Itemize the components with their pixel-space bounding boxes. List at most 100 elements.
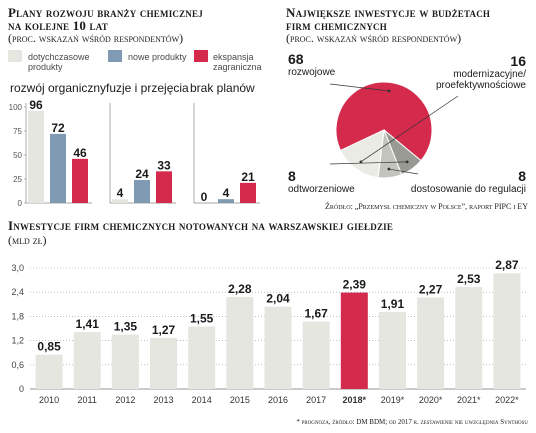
pie-value-replacement: 8 bbox=[288, 168, 296, 184]
x-tick-label: 2022* bbox=[495, 395, 519, 405]
bar-value-label: 1,91 bbox=[381, 297, 405, 311]
bar-value-label: 46 bbox=[73, 146, 87, 160]
legend-label-expansion-2: zagraniczna bbox=[213, 62, 262, 72]
y-tick-label: 100 bbox=[9, 103, 23, 112]
y-tick-label: 2,4 bbox=[11, 287, 24, 297]
invest-subtitle: (proc. wskazań wśród respondentów) bbox=[286, 31, 462, 45]
legend-swatch-existing bbox=[8, 50, 22, 62]
subchart-title-mergers: fuzje i przejęcia bbox=[106, 81, 189, 95]
x-tick-label: 2019* bbox=[381, 395, 405, 405]
x-tick-label: 2017 bbox=[306, 395, 326, 405]
bar-organic-2 bbox=[72, 158, 88, 203]
bar-value-label: 96 bbox=[29, 98, 43, 112]
bar-value-label: 2,27 bbox=[419, 282, 443, 296]
legend-swatch-expansion bbox=[194, 50, 208, 62]
bar-value-label: 2,87 bbox=[495, 258, 519, 272]
bar-value-label: 33 bbox=[157, 158, 171, 172]
bar-value-label: 4 bbox=[117, 186, 124, 200]
listed-footnote: * prognoza, źródło: DM BDM; od 2017 r. z… bbox=[296, 418, 528, 426]
y-tick-label: 0,6 bbox=[11, 360, 24, 370]
subchart-title-organic: rozwój organiczny bbox=[10, 81, 106, 95]
y-tick-label: 25 bbox=[13, 175, 22, 184]
bar-2012 bbox=[111, 334, 139, 389]
bar-2021 bbox=[455, 286, 483, 389]
bar-value-label: 1,27 bbox=[152, 323, 176, 337]
investment-pie-chart bbox=[329, 81, 459, 179]
x-tick-label: 2011 bbox=[78, 395, 97, 405]
bar-value-label: 2,28 bbox=[228, 282, 252, 296]
pie-leader-dot bbox=[387, 89, 391, 93]
bar-value-label: 2,04 bbox=[266, 292, 290, 306]
pie-leader-line bbox=[329, 161, 408, 165]
x-tick-label: 2015 bbox=[230, 395, 250, 405]
bar-value-label: 24 bbox=[135, 167, 149, 181]
bar-value-label: 1,55 bbox=[190, 311, 214, 325]
legend-label-new: nowe produkty bbox=[128, 52, 187, 62]
pie-leader-dot bbox=[359, 160, 363, 164]
pie-slice-1 bbox=[339, 129, 385, 179]
pie-label-regulation: dostosowanie do regulacji bbox=[410, 184, 526, 195]
pie-leader-line bbox=[388, 168, 419, 175]
bar-2022 bbox=[493, 273, 521, 389]
x-tick-label: 2012 bbox=[115, 395, 135, 405]
bar-2017 bbox=[302, 321, 330, 389]
bar-2016 bbox=[264, 306, 292, 389]
pie-value-development: 68 bbox=[288, 51, 304, 67]
invest-title-line1: Największe inwestycje w budżetach bbox=[286, 5, 491, 20]
x-tick-label: 2021* bbox=[457, 395, 481, 405]
x-tick-label: 2010 bbox=[39, 395, 59, 405]
x-tick-label: 2018* bbox=[343, 395, 367, 405]
bar-2011 bbox=[73, 332, 101, 389]
y-tick-label: 0 bbox=[18, 199, 23, 208]
pie-value-modernization: 16 bbox=[510, 53, 526, 69]
invest-title-line2: firm chemicznych bbox=[286, 18, 387, 33]
bar-value-label: 1,41 bbox=[76, 317, 100, 331]
listed-title: Inwestycje firm chemicznych notowanych n… bbox=[8, 218, 394, 233]
bar-2010 bbox=[35, 354, 63, 389]
legend-label-existing-1: dotychczasowe bbox=[28, 52, 90, 62]
bar-2020 bbox=[417, 297, 445, 389]
y-tick-label: 1,2 bbox=[11, 336, 24, 346]
invest-source: Źródło: „Przemysł chemiczny w Polsce”, r… bbox=[325, 202, 528, 211]
bar-value-label: 0 bbox=[201, 190, 208, 204]
bar-value-label: 2,53 bbox=[457, 272, 481, 286]
pie-leader-dot bbox=[387, 167, 391, 171]
bar-organic-1 bbox=[50, 133, 66, 203]
x-tick-label: 2014 bbox=[192, 395, 212, 405]
legend-label-expansion-1: ekspansja bbox=[213, 52, 254, 62]
pie-label-development: rozwojowe bbox=[288, 67, 336, 78]
plans-title-line1: Plany rozwoju branży chemicznej bbox=[8, 5, 203, 20]
pie-leader-line bbox=[360, 95, 459, 163]
pie-leader-line bbox=[329, 83, 389, 92]
x-tick-label: 2020* bbox=[419, 395, 443, 405]
listed-subtitle: (mld zł) bbox=[8, 233, 47, 247]
bar-2014 bbox=[188, 326, 216, 389]
bar-value-label: 4 bbox=[223, 186, 230, 200]
plans-subtitle: (proc. wskazań wśród respondentów) bbox=[8, 31, 184, 45]
bar-no-plans-2 bbox=[240, 182, 256, 203]
bar-2018 bbox=[340, 292, 368, 389]
bar-2019 bbox=[378, 311, 406, 389]
plans-bar-charts: rozwój organiczny 0 25 50 75 100 96 72 46 fuzje i… bbox=[9, 81, 260, 208]
bar-value-label: 2,39 bbox=[343, 278, 367, 292]
pie-label-replacement: odtworzeniowe bbox=[288, 184, 355, 195]
bar-value-label: 1,35 bbox=[114, 320, 138, 334]
bar-value-label: 72 bbox=[51, 121, 65, 135]
bar-mergers-2 bbox=[156, 171, 172, 203]
bar-no-plans-1 bbox=[218, 199, 234, 203]
bar-mergers-1 bbox=[134, 179, 150, 203]
legend-swatch-new bbox=[108, 50, 122, 62]
x-tick-label: 2016 bbox=[268, 395, 288, 405]
pie-value-regulation: 8 bbox=[518, 168, 526, 184]
bar-value-label: 21 bbox=[241, 170, 255, 184]
bar-organic-0 bbox=[28, 110, 44, 203]
pie-leader-dot bbox=[405, 160, 409, 164]
bar-2015 bbox=[226, 297, 254, 389]
bar-2013 bbox=[150, 337, 178, 389]
y-tick-label: 0 bbox=[19, 384, 24, 394]
subchart-title-no-plans: brak planów bbox=[190, 81, 255, 95]
legend-label-existing-2: produkty bbox=[28, 62, 63, 72]
y-tick-label: 75 bbox=[13, 127, 22, 136]
y-tick-label: 50 bbox=[13, 151, 22, 160]
